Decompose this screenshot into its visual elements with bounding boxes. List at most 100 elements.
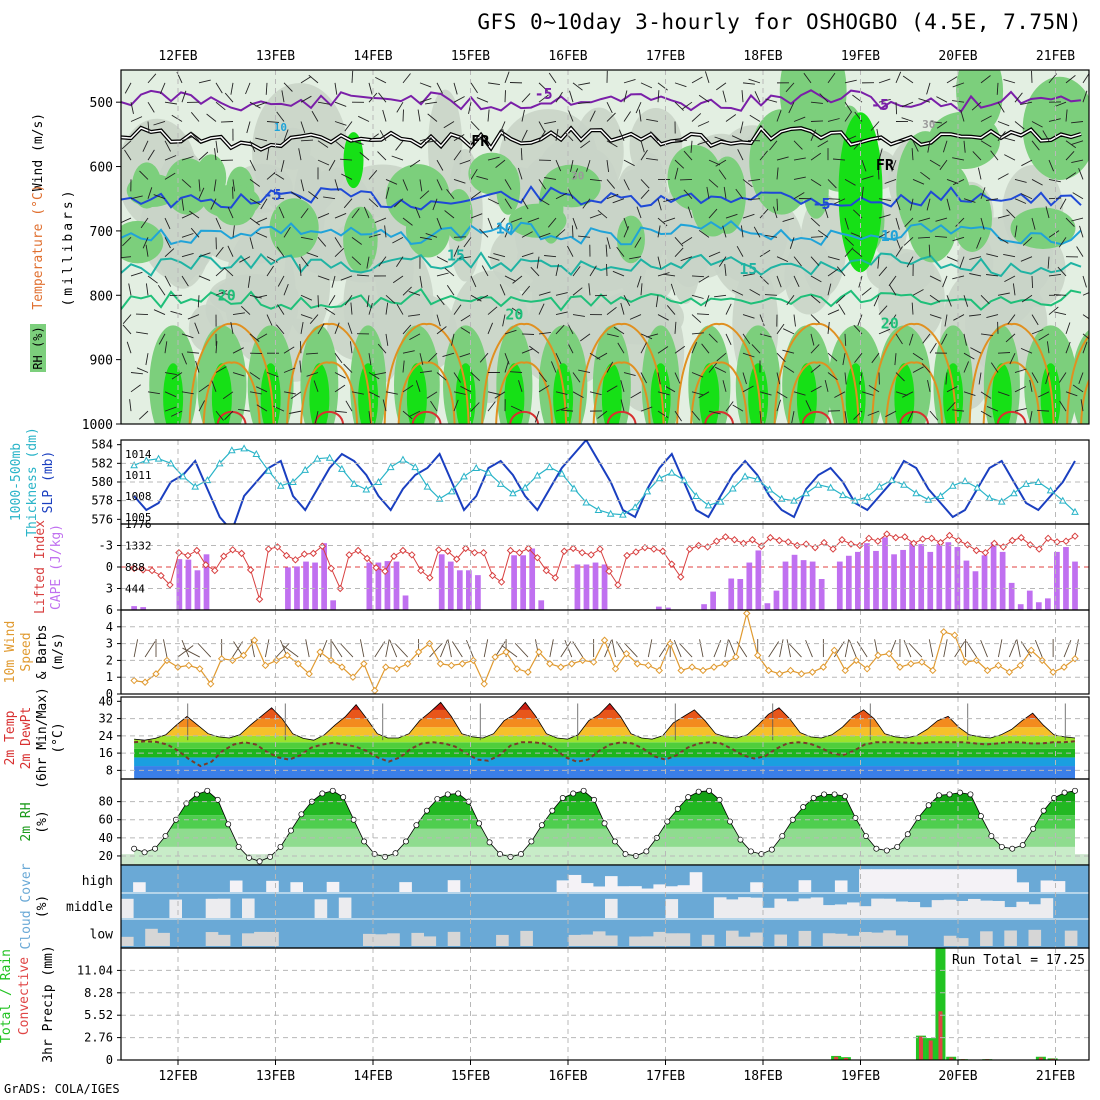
wind-barb [271, 197, 285, 200]
lifted-point [659, 547, 667, 555]
rh-green-mid [202, 184, 260, 219]
axis-title: (millibars) [61, 187, 76, 306]
cloud-cell [738, 897, 751, 918]
y-tick-label: 1000 [82, 418, 113, 433]
axis-title: RH (%) [31, 326, 45, 369]
wind-barb [920, 171, 931, 180]
wind-barb [776, 352, 786, 363]
thickness-point [900, 480, 908, 488]
wind-barb [460, 385, 472, 393]
cloud-cell [955, 938, 969, 946]
wind-barb [922, 333, 931, 344]
wind-barb [646, 157, 659, 161]
wind-barb [1014, 407, 1027, 412]
wind-barb [215, 246, 224, 257]
cape-bar [655, 606, 662, 610]
wind10-point [360, 660, 368, 668]
wind-barb [1005, 333, 1016, 343]
wind-barb [419, 236, 432, 240]
wind-barb [300, 294, 313, 301]
lifted-point [300, 550, 309, 558]
wind-barb [980, 217, 985, 230]
wind-barb [164, 237, 171, 249]
rh-point [946, 791, 953, 798]
cape-bar [918, 544, 925, 610]
temp-band [134, 735, 1076, 743]
thickness-point [777, 494, 786, 502]
wind-barb [986, 274, 999, 277]
wind-barb [1065, 217, 1075, 227]
lifted-point [157, 571, 165, 580]
lifted-point [139, 566, 147, 574]
wind-barb [197, 295, 200, 308]
temp-band [134, 757, 1076, 767]
wind-barb [776, 372, 781, 385]
wind-barb [300, 208, 309, 219]
wind-barb [124, 149, 132, 161]
wind-barb [396, 101, 404, 113]
wind10-point [513, 665, 521, 673]
rh-bright-low [553, 363, 574, 424]
wind-barb [986, 198, 999, 201]
wind-barb [708, 159, 721, 166]
wind-barb [272, 405, 285, 412]
y-tick-label: 800 [90, 289, 113, 304]
isotherm-hot [411, 410, 442, 424]
wind-barb [419, 97, 432, 103]
thickness-point [350, 479, 358, 487]
axis-title: 10m Wind [3, 621, 18, 684]
wind10-point [852, 656, 860, 665]
cloud-cell [653, 884, 666, 892]
wind-barb [827, 309, 840, 315]
isotherm-hot [899, 410, 930, 424]
cloud-cell [447, 880, 461, 892]
cloud-cell [871, 932, 884, 946]
cloud-cell [955, 900, 969, 918]
wind-barb [1014, 368, 1027, 373]
wind-barb [901, 117, 914, 122]
wind-barb [402, 324, 412, 335]
wind-barb [810, 217, 821, 227]
wind10-point [863, 665, 871, 673]
thickness-point [570, 484, 578, 492]
wind-barb [368, 302, 373, 315]
lifted-point [291, 556, 300, 564]
wind-barb [249, 237, 254, 250]
wind-barb [1006, 209, 1016, 219]
isotherm-warm [871, 322, 958, 424]
wind-barb [317, 140, 329, 148]
rh-point [319, 790, 326, 797]
wind10-point [196, 665, 204, 673]
isotherm-warm-inner [690, 361, 749, 424]
wind-barb [697, 121, 710, 127]
cloud-cell [217, 898, 231, 918]
cloud-cell [822, 905, 836, 918]
axis-title: 3hr Precip (mm) [41, 945, 56, 1062]
rh-point [382, 853, 388, 860]
precip-conv-bar [928, 1040, 933, 1060]
wind10-barb [724, 639, 729, 658]
wind-barb [402, 410, 413, 420]
rh-tick: 20 [99, 849, 113, 863]
wind-barb [844, 111, 853, 122]
upper-y-label: Wind (m/s)Temperature (°C)RH (%)(milliba… [30, 113, 76, 372]
axis-title: Temperature (°C) [31, 184, 46, 309]
wind-barb [190, 227, 200, 238]
lifted-point [623, 551, 631, 560]
wind-barb [986, 253, 999, 258]
wind-barb [977, 167, 982, 180]
wind-barb [555, 391, 568, 396]
cape-bar [891, 554, 897, 610]
wind-barb [249, 159, 256, 172]
wind-barb [306, 252, 319, 258]
wind-barb [606, 179, 616, 189]
wind10-point [808, 668, 817, 676]
wind-barb [470, 275, 477, 288]
rh-green-mid [385, 164, 450, 229]
wind-barb [1046, 341, 1050, 354]
cape-bar [728, 578, 735, 610]
wind-barb [181, 275, 189, 287]
wind-barb [190, 112, 200, 122]
wind-barb [810, 364, 821, 373]
temp-tick: 8 [106, 763, 113, 777]
